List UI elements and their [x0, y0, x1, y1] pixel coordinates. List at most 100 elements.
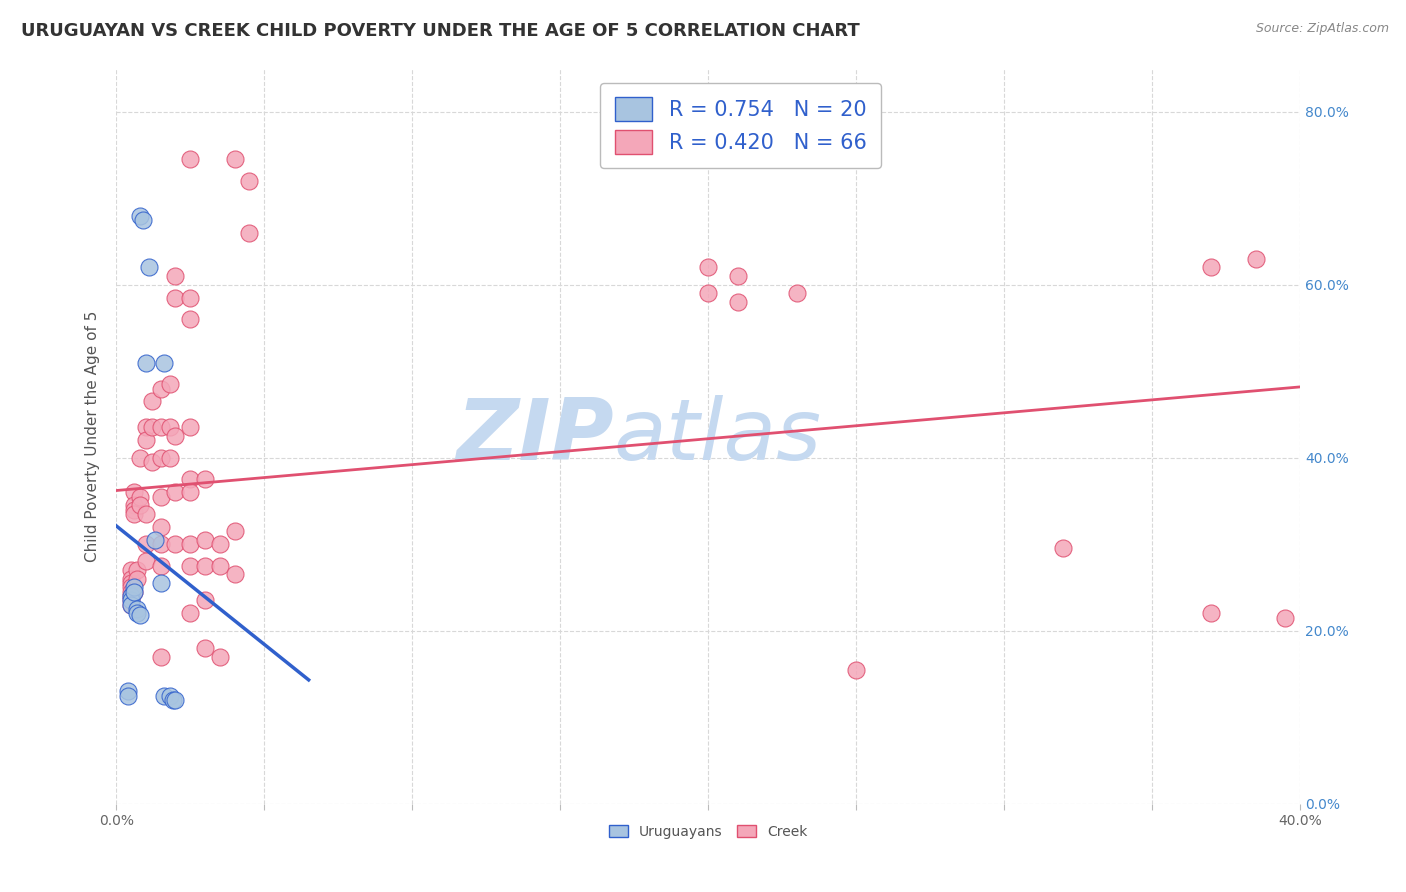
Point [179, 607, 201, 621]
Point [194, 533, 217, 547]
Point [845, 663, 868, 677]
Point [179, 420, 201, 434]
Point [697, 260, 720, 275]
Point [125, 572, 148, 586]
Point [179, 558, 201, 573]
Point [697, 286, 720, 301]
Point [152, 355, 174, 369]
Point [165, 429, 187, 443]
Point [179, 312, 201, 326]
Point [125, 607, 148, 621]
Point [208, 649, 231, 664]
Point [120, 593, 142, 607]
Point [129, 490, 152, 504]
Point [179, 537, 201, 551]
Point [165, 485, 187, 500]
Point [120, 589, 142, 603]
Point [135, 355, 157, 369]
Point [117, 684, 139, 698]
Point [152, 689, 174, 703]
Point [117, 689, 139, 703]
Point [135, 434, 157, 448]
Point [120, 581, 142, 595]
Point [135, 554, 157, 568]
Point [179, 472, 201, 486]
Point [141, 420, 163, 434]
Point [224, 567, 246, 582]
Point [727, 295, 749, 310]
Point [120, 589, 142, 603]
Point [149, 649, 172, 664]
Point [179, 485, 201, 500]
Point [149, 490, 172, 504]
Point [208, 558, 231, 573]
Point [120, 576, 142, 591]
Point [179, 291, 201, 305]
Text: URUGUAYAN VS CREEK CHILD POVERTY UNDER THE AGE OF 5 CORRELATION CHART: URUGUAYAN VS CREEK CHILD POVERTY UNDER T… [21, 22, 860, 40]
Point [125, 563, 148, 577]
Point [122, 584, 145, 599]
Point [194, 640, 217, 655]
Point [165, 693, 187, 707]
Point [194, 558, 217, 573]
Point [129, 498, 152, 512]
Point [149, 420, 172, 434]
Point [129, 209, 152, 223]
Point [122, 485, 145, 500]
Point [132, 212, 155, 227]
Point [135, 537, 157, 551]
Text: ZIP: ZIP [456, 394, 613, 477]
Point [1201, 607, 1223, 621]
Point [1201, 260, 1223, 275]
Point [149, 576, 172, 591]
Point [165, 269, 187, 284]
Point [165, 291, 187, 305]
Point [120, 584, 142, 599]
Point [159, 689, 181, 703]
Point [120, 598, 142, 612]
Point [159, 377, 181, 392]
Point [224, 524, 246, 539]
Point [194, 472, 217, 486]
Point [1244, 252, 1267, 266]
Legend: Uruguayans, Creek: Uruguayans, Creek [603, 820, 813, 845]
Point [208, 537, 231, 551]
Point [120, 598, 142, 612]
Y-axis label: Child Poverty Under the Age of 5: Child Poverty Under the Age of 5 [86, 310, 100, 562]
Point [165, 537, 187, 551]
Text: Source: ZipAtlas.com: Source: ZipAtlas.com [1256, 22, 1389, 36]
Point [149, 450, 172, 465]
Point [135, 420, 157, 434]
Point [224, 153, 246, 167]
Point [238, 226, 260, 240]
Point [120, 593, 142, 607]
Point [122, 507, 145, 521]
Point [159, 450, 181, 465]
Point [122, 502, 145, 516]
Text: atlas: atlas [613, 394, 821, 477]
Point [129, 608, 152, 623]
Point [162, 693, 184, 707]
Point [143, 533, 166, 547]
Point [141, 455, 163, 469]
Point [149, 520, 172, 534]
Point [122, 498, 145, 512]
Point [159, 420, 181, 434]
Point [149, 537, 172, 551]
Point [727, 269, 749, 284]
Point [1052, 541, 1074, 556]
Point [125, 602, 148, 616]
Point [149, 382, 172, 396]
Point [135, 507, 157, 521]
Point [120, 563, 142, 577]
Point [194, 593, 217, 607]
Point [122, 584, 145, 599]
Point [1274, 610, 1296, 624]
Point [129, 450, 152, 465]
Point [786, 286, 808, 301]
Point [238, 174, 260, 188]
Point [141, 394, 163, 409]
Point [122, 581, 145, 595]
Point [138, 260, 160, 275]
Point [179, 153, 201, 167]
